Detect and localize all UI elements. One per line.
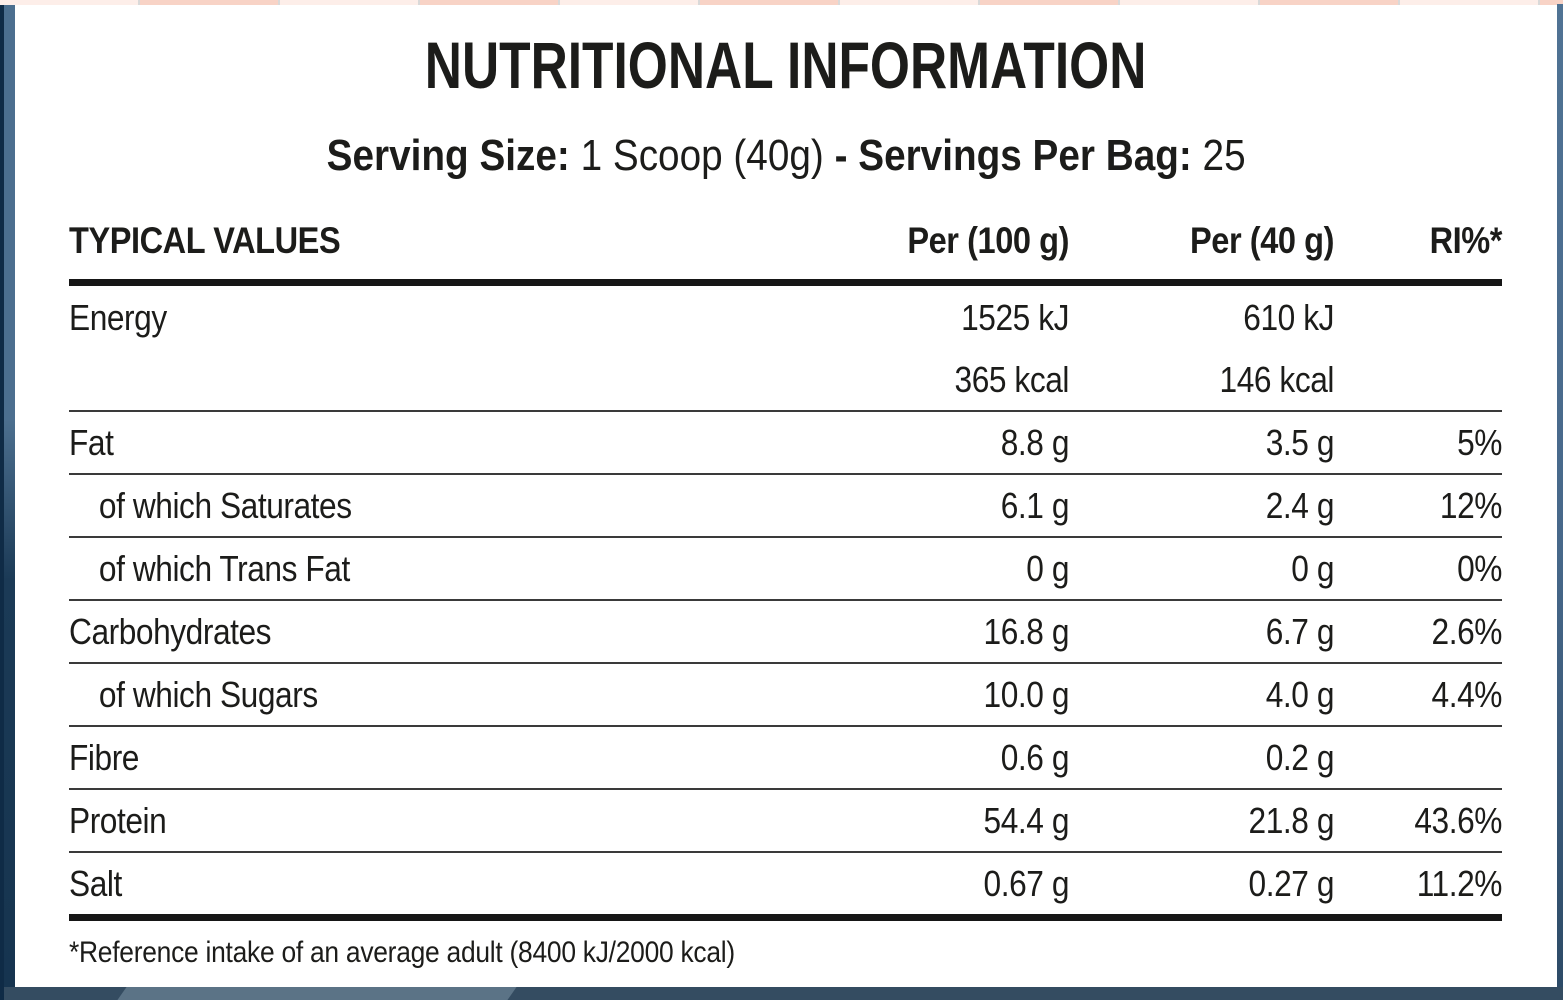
serving-size-value: 1 Scoop (40g) — [580, 131, 824, 180]
left-border-outer-edge — [0, 0, 4, 1000]
table-row-energy-kcal: 365 kcal 146 kcal — [69, 349, 1502, 410]
nutrition-label-panel: NUTRITIONAL INFORMATION Serving Size: 1 … — [15, 5, 1557, 987]
right-border-decoration — [1557, 4, 1563, 1000]
table-row-saturates: of which Saturates 6.1 g 2.4 g 12% — [69, 475, 1503, 536]
nutrition-table: TYPICAL VALUES Per (100 g) Per (40 g) RI… — [69, 203, 1502, 921]
table-row-protein: Protein 54.4 g 21.8 g 43.6% — [69, 790, 1502, 851]
table-row-trans-fat: of which Trans Fat 0 g 0 g 0% — [69, 538, 1503, 599]
page-title: NUTRITIONAL INFORMATION — [425, 28, 1147, 102]
row-per100: 0.67 g — [983, 862, 1070, 904]
row-per40: 0.2 g — [1265, 736, 1335, 778]
row-per100: 8.8 g — [1000, 421, 1070, 463]
row-divider — [69, 473, 1502, 475]
table-bottom-divider — [69, 914, 1502, 921]
row-per40: 610 kJ — [1243, 296, 1334, 338]
table-row-sugars: of which Sugars 10.0 g 4.0 g 4.4% — [69, 664, 1503, 725]
row-label: Salt — [69, 862, 122, 904]
row-per40: 4.0 g — [1265, 673, 1335, 715]
footnote-row: *Reference intake of an average adult (8… — [69, 933, 1502, 973]
row-per100: 6.1 g — [1000, 484, 1070, 526]
row-per100: 16.8 g — [983, 610, 1070, 652]
row-label: of which Sugars — [98, 673, 318, 715]
header-per-100g: Per (100 g) — [907, 220, 1069, 261]
table-row-fat: Fat 8.8 g 3.5 g 5% — [69, 412, 1502, 473]
row-divider — [69, 599, 1502, 601]
row-per40: 6.7 g — [1265, 610, 1335, 652]
row-divider — [69, 536, 1502, 538]
reference-intake-footnote: *Reference intake of an average adult (8… — [69, 936, 735, 969]
row-divider — [69, 410, 1502, 412]
top-strip-decoration — [0, 0, 1563, 5]
row-label: Fat — [69, 421, 114, 463]
table-header-row: TYPICAL VALUES Per (100 g) Per (40 g) RI… — [69, 203, 1502, 279]
serving-info: Serving Size: 1 Scoop (40g) - Servings P… — [327, 131, 1246, 181]
row-label: of which Saturates — [98, 484, 352, 526]
serving-size-label: Serving Size: — [326, 131, 570, 180]
header-per-40g: Per (40 g) — [1190, 220, 1334, 261]
row-label: Protein — [69, 799, 167, 841]
row-per40: 3.5 g — [1265, 421, 1335, 463]
row-label: Energy — [69, 296, 167, 338]
row-per100: 54.4 g — [983, 799, 1070, 841]
header-divider — [69, 279, 1502, 286]
bottom-bar-highlight — [117, 987, 517, 1000]
row-per100: 10.0 g — [983, 673, 1070, 715]
row-divider — [69, 662, 1502, 664]
servings-per-bag-value: 25 — [1202, 131, 1246, 180]
row-label: Fibre — [69, 736, 139, 778]
row-per100: 1525 kJ — [961, 296, 1069, 338]
row-ri: 0% — [1457, 547, 1502, 589]
row-divider — [69, 851, 1502, 853]
row-divider — [69, 725, 1502, 727]
row-per100: 365 kcal — [954, 358, 1070, 400]
table-row-carbohydrates: Carbohydrates 16.8 g 6.7 g 2.6% — [69, 601, 1502, 662]
header-typical-values: TYPICAL VALUES — [69, 220, 341, 261]
table-row-energy-kj: Energy 1525 kJ 610 kJ — [69, 286, 1502, 349]
row-ri: 2.6% — [1431, 610, 1503, 652]
row-per100: 0.6 g — [1000, 736, 1070, 778]
serving-row: Serving Size: 1 Scoop (40g) - Servings P… — [15, 111, 1557, 201]
row-per40: 2.4 g — [1265, 484, 1335, 526]
row-ri: 43.6% — [1414, 799, 1502, 841]
row-ri: 5% — [1457, 421, 1502, 463]
bottom-bar-decoration — [4, 987, 1563, 1000]
row-per40: 0.27 g — [1248, 862, 1335, 904]
row-label: Carbohydrates — [69, 610, 272, 652]
row-per100: 0 g — [1026, 547, 1069, 589]
row-ri: 11.2% — [1416, 862, 1503, 904]
row-per40: 146 kcal — [1219, 358, 1335, 400]
serving-separator: - — [834, 131, 848, 180]
row-ri: 4.4% — [1431, 673, 1503, 715]
row-label: of which Trans Fat — [98, 547, 350, 589]
header-ri-percent: RI%* — [1429, 220, 1503, 261]
servings-per-bag-label: Servings Per Bag: — [858, 131, 1192, 180]
row-ri: 12% — [1439, 484, 1503, 526]
row-per40: 0 g — [1291, 547, 1334, 589]
table-row-fibre: Fibre 0.6 g 0.2 g — [69, 727, 1502, 788]
row-divider — [69, 788, 1502, 790]
row-per40: 21.8 g — [1248, 799, 1335, 841]
title-row: NUTRITIONAL INFORMATION — [15, 19, 1557, 111]
table-row-salt: Salt 0.67 g 0.27 g 11.2% — [69, 853, 1502, 914]
